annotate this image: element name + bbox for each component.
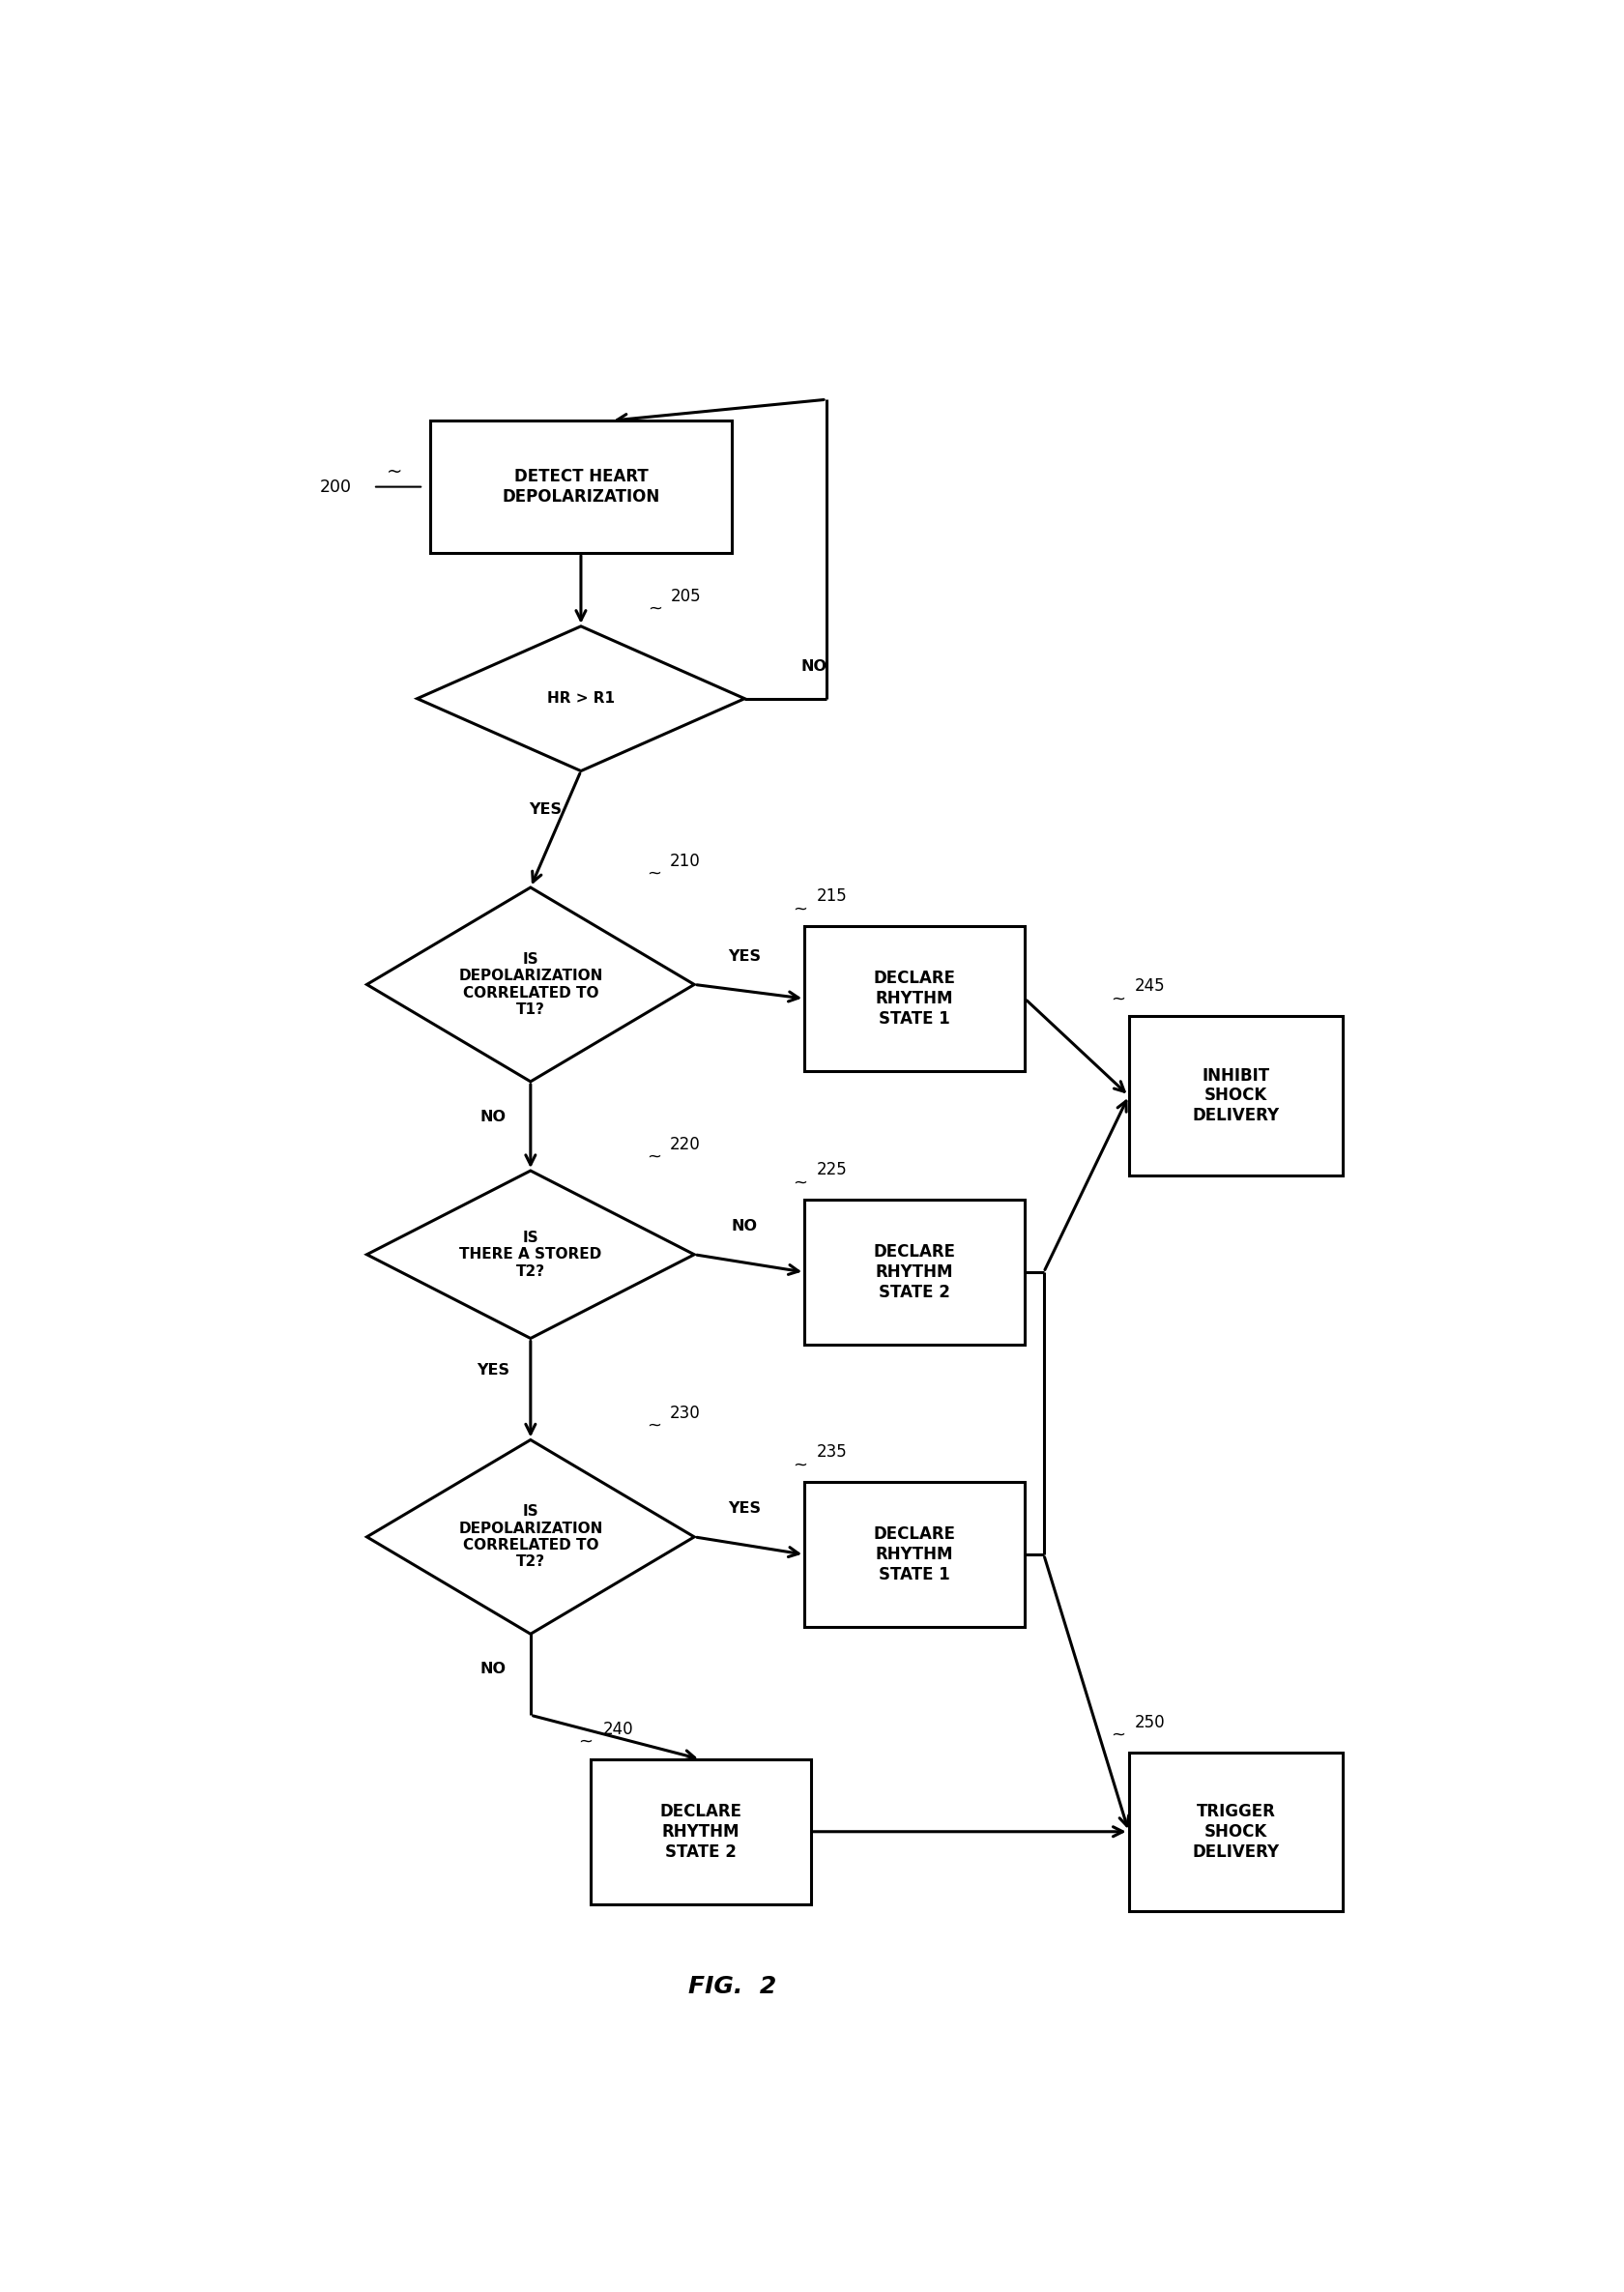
Text: DECLARE
RHYTHM
STATE 1: DECLARE RHYTHM STATE 1 (874, 1526, 955, 1584)
Text: YES: YES (476, 1364, 508, 1377)
Text: ~: ~ (793, 1174, 807, 1192)
FancyBboxPatch shape (590, 1760, 810, 1905)
Text: IS
THERE A STORED
T2?: IS THERE A STORED T2? (460, 1231, 601, 1279)
Text: 245: 245 (1134, 979, 1164, 995)
Text: 220: 220 (669, 1135, 700, 1153)
Text: 225: 225 (817, 1162, 848, 1178)
Polygon shape (417, 626, 744, 770)
Text: TRIGGER
SHOCK
DELIVERY: TRIGGER SHOCK DELIVERY (1192, 1804, 1278, 1861)
Polygon shape (367, 1171, 693, 1339)
FancyBboxPatch shape (1129, 1015, 1341, 1176)
Text: 240: 240 (603, 1721, 633, 1737)
Text: YES: YES (728, 1501, 760, 1515)
Text: ~: ~ (793, 901, 807, 917)
Text: NO: NO (731, 1219, 757, 1233)
Text: ~: ~ (578, 1733, 593, 1751)
Text: DECLARE
RHYTHM
STATE 1: DECLARE RHYTHM STATE 1 (874, 970, 955, 1027)
Text: DECLARE
RHYTHM
STATE 2: DECLARE RHYTHM STATE 2 (659, 1804, 741, 1861)
Text: DETECT HEART
DEPOLARIZATION: DETECT HEART DEPOLARIZATION (502, 468, 659, 507)
Text: 210: 210 (669, 853, 700, 869)
FancyBboxPatch shape (1129, 1751, 1341, 1912)
Text: IS
DEPOLARIZATION
CORRELATED TO
T1?: IS DEPOLARIZATION CORRELATED TO T1? (458, 951, 603, 1018)
Polygon shape (367, 887, 693, 1082)
Text: IS
DEPOLARIZATION
CORRELATED TO
T2?: IS DEPOLARIZATION CORRELATED TO T2? (458, 1504, 603, 1570)
Polygon shape (367, 1439, 693, 1634)
FancyBboxPatch shape (804, 1199, 1025, 1345)
Text: ~: ~ (646, 1416, 661, 1435)
Text: ~: ~ (387, 463, 403, 481)
Text: DECLARE
RHYTHM
STATE 2: DECLARE RHYTHM STATE 2 (874, 1242, 955, 1302)
FancyBboxPatch shape (804, 926, 1025, 1070)
FancyBboxPatch shape (429, 422, 731, 552)
Text: 200: 200 (320, 479, 351, 495)
Text: ~: ~ (793, 1455, 807, 1474)
Text: YES: YES (728, 949, 760, 963)
Text: 250: 250 (1134, 1714, 1164, 1730)
FancyBboxPatch shape (804, 1483, 1025, 1627)
Text: NO: NO (801, 660, 827, 674)
Text: NO: NO (479, 1109, 505, 1123)
Text: 205: 205 (671, 587, 702, 605)
Text: HR > R1: HR > R1 (547, 692, 614, 706)
Text: ~: ~ (646, 864, 661, 882)
Text: YES: YES (529, 802, 562, 816)
Text: ~: ~ (1109, 990, 1124, 1008)
Text: FIG.  2: FIG. 2 (687, 1976, 776, 1999)
Text: 215: 215 (817, 887, 848, 905)
Text: NO: NO (479, 1662, 505, 1675)
Text: 235: 235 (817, 1444, 848, 1460)
Text: 230: 230 (669, 1405, 700, 1421)
Text: ~: ~ (646, 1148, 661, 1164)
Text: INHIBIT
SHOCK
DELIVERY: INHIBIT SHOCK DELIVERY (1192, 1066, 1278, 1125)
Text: ~: ~ (1109, 1726, 1124, 1744)
Text: ~: ~ (648, 601, 661, 617)
